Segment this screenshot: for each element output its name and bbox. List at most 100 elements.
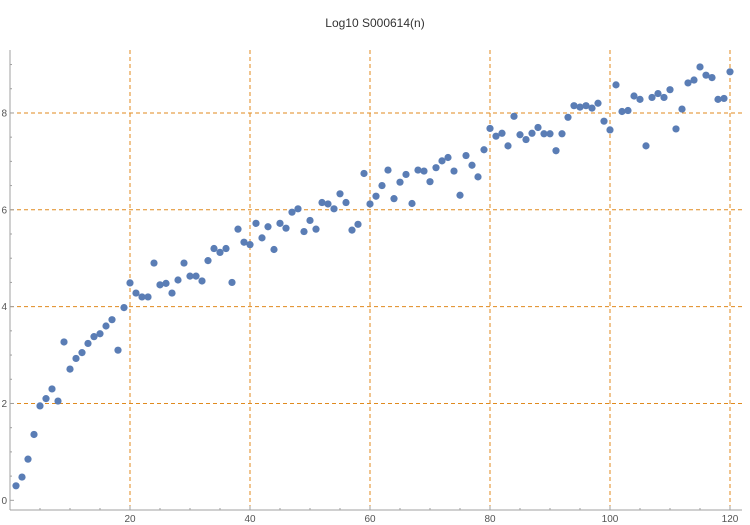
data-point: [222, 244, 230, 253]
data-point: [288, 208, 296, 216]
data-point: [642, 142, 650, 150]
data-point: [300, 227, 308, 236]
y-tick-label: 4: [1, 302, 7, 313]
data-point: [66, 365, 74, 373]
data-point: [264, 223, 272, 231]
data-point: [54, 397, 62, 405]
data-point: [702, 71, 710, 79]
data-point: [174, 276, 182, 284]
data-point: [492, 132, 500, 140]
data-point: [102, 322, 110, 330]
data-point: [438, 157, 446, 165]
data-point: [588, 104, 596, 112]
data-point: [594, 99, 602, 107]
data-point: [126, 279, 134, 287]
data-point: [240, 238, 248, 246]
data-point: [96, 330, 104, 338]
data-point: [138, 293, 146, 301]
x-tick-label: 120: [722, 514, 739, 525]
tick-labels: 20 40 60 80 100 120 0 2 4 6 8: [1, 108, 738, 525]
data-point: [48, 385, 56, 393]
data-point: [474, 173, 482, 181]
data-point: [450, 167, 458, 175]
data-point: [192, 272, 200, 280]
data-point: [486, 124, 494, 133]
data-point: [564, 113, 572, 121]
data-point: [672, 125, 680, 133]
axes: [9, 50, 742, 511]
data-point: [396, 178, 404, 186]
data-point: [306, 216, 314, 225]
data-point: [600, 117, 608, 125]
data-point: [504, 142, 512, 150]
data-point: [156, 281, 164, 289]
data-point: [402, 170, 410, 179]
data-point: [252, 219, 260, 227]
data-point: [654, 89, 662, 98]
x-tick-label: 80: [484, 514, 496, 525]
data-point: [498, 129, 506, 137]
data-point: [198, 277, 206, 285]
data-point: [246, 241, 254, 249]
data-point: [618, 107, 626, 116]
x-tick-label: 60: [364, 514, 376, 525]
data-point: [510, 112, 518, 120]
data-point: [42, 395, 50, 403]
grid-lines: [10, 50, 742, 510]
data-point: [576, 103, 584, 111]
data-point: [162, 279, 170, 287]
data-point: [720, 94, 728, 103]
data-point: [408, 199, 416, 208]
data-point: [606, 126, 614, 134]
data-point: [516, 131, 524, 139]
x-tick-label: 20: [124, 514, 136, 525]
data-point: [462, 151, 470, 160]
data-point: [354, 220, 362, 228]
data-point: [660, 93, 668, 102]
data-point: [726, 68, 734, 76]
x-tick-label: 100: [602, 514, 619, 525]
data-point: [12, 482, 20, 490]
data-point: [522, 135, 530, 144]
y-tick-label: 8: [1, 108, 7, 119]
data-point: [528, 129, 536, 137]
data-point: [276, 219, 284, 227]
data-point: [270, 245, 278, 254]
data-point: [666, 86, 674, 94]
data-point: [312, 225, 320, 233]
data-point: [336, 190, 344, 198]
data-point: [114, 346, 122, 354]
data-point: [540, 130, 548, 138]
data-point: [282, 224, 290, 232]
data-point: [432, 164, 440, 172]
data-point: [372, 192, 380, 200]
data-point: [234, 225, 242, 233]
data-point: [144, 293, 152, 301]
data-point: [84, 339, 92, 348]
data-point: [708, 74, 716, 82]
data-point: [558, 130, 566, 138]
data-point: [636, 95, 644, 103]
data-point: [714, 95, 722, 103]
y-tick-label: 2: [1, 399, 7, 410]
data-point: [78, 349, 86, 357]
data-point: [150, 259, 158, 267]
data-point: [378, 181, 386, 190]
data-point: [648, 93, 656, 102]
y-tick-label: 6: [1, 205, 7, 216]
data-point: [18, 473, 26, 481]
data-point: [360, 169, 368, 178]
data-point: [120, 304, 128, 312]
data-point: [480, 146, 488, 154]
data-point: [546, 130, 554, 138]
data-point: [534, 123, 542, 132]
data-point: [258, 234, 266, 242]
data-point: [624, 106, 632, 115]
data-point: [630, 92, 638, 100]
data-point: [60, 338, 68, 346]
data-point: [348, 226, 356, 234]
data-point: [468, 161, 476, 169]
data-point: [342, 198, 350, 207]
data-point: [132, 289, 140, 297]
